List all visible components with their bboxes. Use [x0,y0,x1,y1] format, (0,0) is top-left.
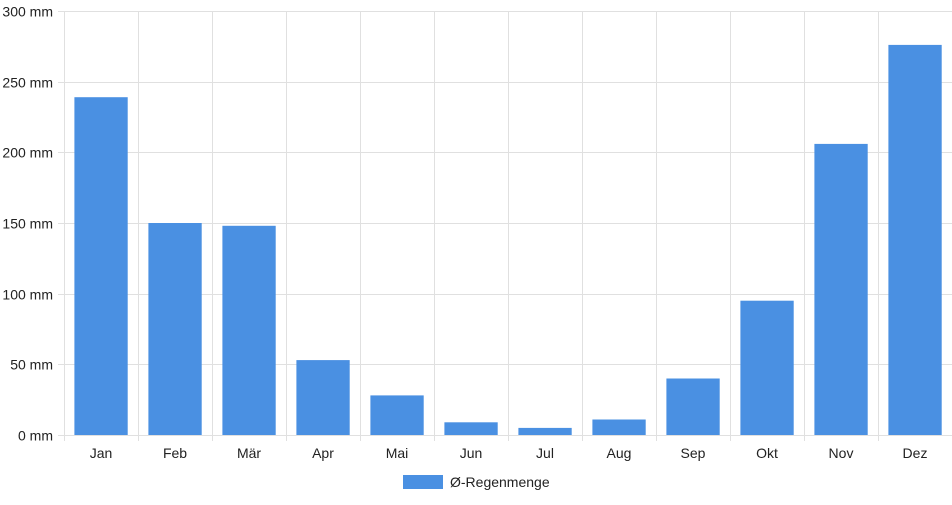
x-tick-label: Jan [90,445,113,461]
bar-aug[interactable] [592,419,646,436]
x-tick-label: Apr [312,445,334,461]
y-tick-label: 300 mm [2,4,53,20]
bar-jun[interactable] [444,422,498,435]
legend[interactable]: Ø-Regenmenge [403,474,550,490]
bar-dez[interactable] [888,44,942,436]
x-tick-label: Jul [536,445,554,461]
x-tick-label: Mär [237,445,261,461]
bar-nov[interactable] [814,143,868,435]
x-tick-label: Nov [829,445,854,461]
bar-feb[interactable] [148,223,202,435]
bar-okt[interactable] [740,300,794,435]
legend-swatch [403,475,443,489]
x-tick-label: Dez [903,445,928,461]
y-tick-label: 150 mm [2,216,53,232]
y-tick-label: 250 mm [2,75,53,91]
x-tick-label: Aug [607,445,632,461]
bar-sep[interactable] [666,378,720,436]
y-tick-label: 50 mm [10,357,53,373]
x-axis: Jan Feb Mär Apr Mai Jun Jul Aug Sep Okt Nov Dez [90,445,928,461]
y-axis: 0 mm 50 mm 100 mm 150 mm 200 mm 250 mm 300 mm [2,4,53,444]
bar-mai[interactable] [370,395,424,435]
legend-label: Ø-Regenmenge [450,474,550,490]
x-tick-label: Jun [460,445,483,461]
bar-apr[interactable] [296,360,350,435]
x-tick-label: Okt [756,445,778,461]
y-tick-label: 200 mm [2,145,53,161]
x-tick-label: Sep [681,445,706,461]
x-tick-label: Feb [163,445,187,461]
y-tick-label: 0 mm [18,428,53,444]
bar-mär[interactable] [222,225,276,435]
bar-jul[interactable] [518,427,572,435]
bar-jan[interactable] [74,97,128,435]
x-tick-label: Mai [386,445,409,461]
grid-layer [58,11,952,441]
bars-layer [74,44,942,436]
y-tick-label: 100 mm [2,287,53,303]
